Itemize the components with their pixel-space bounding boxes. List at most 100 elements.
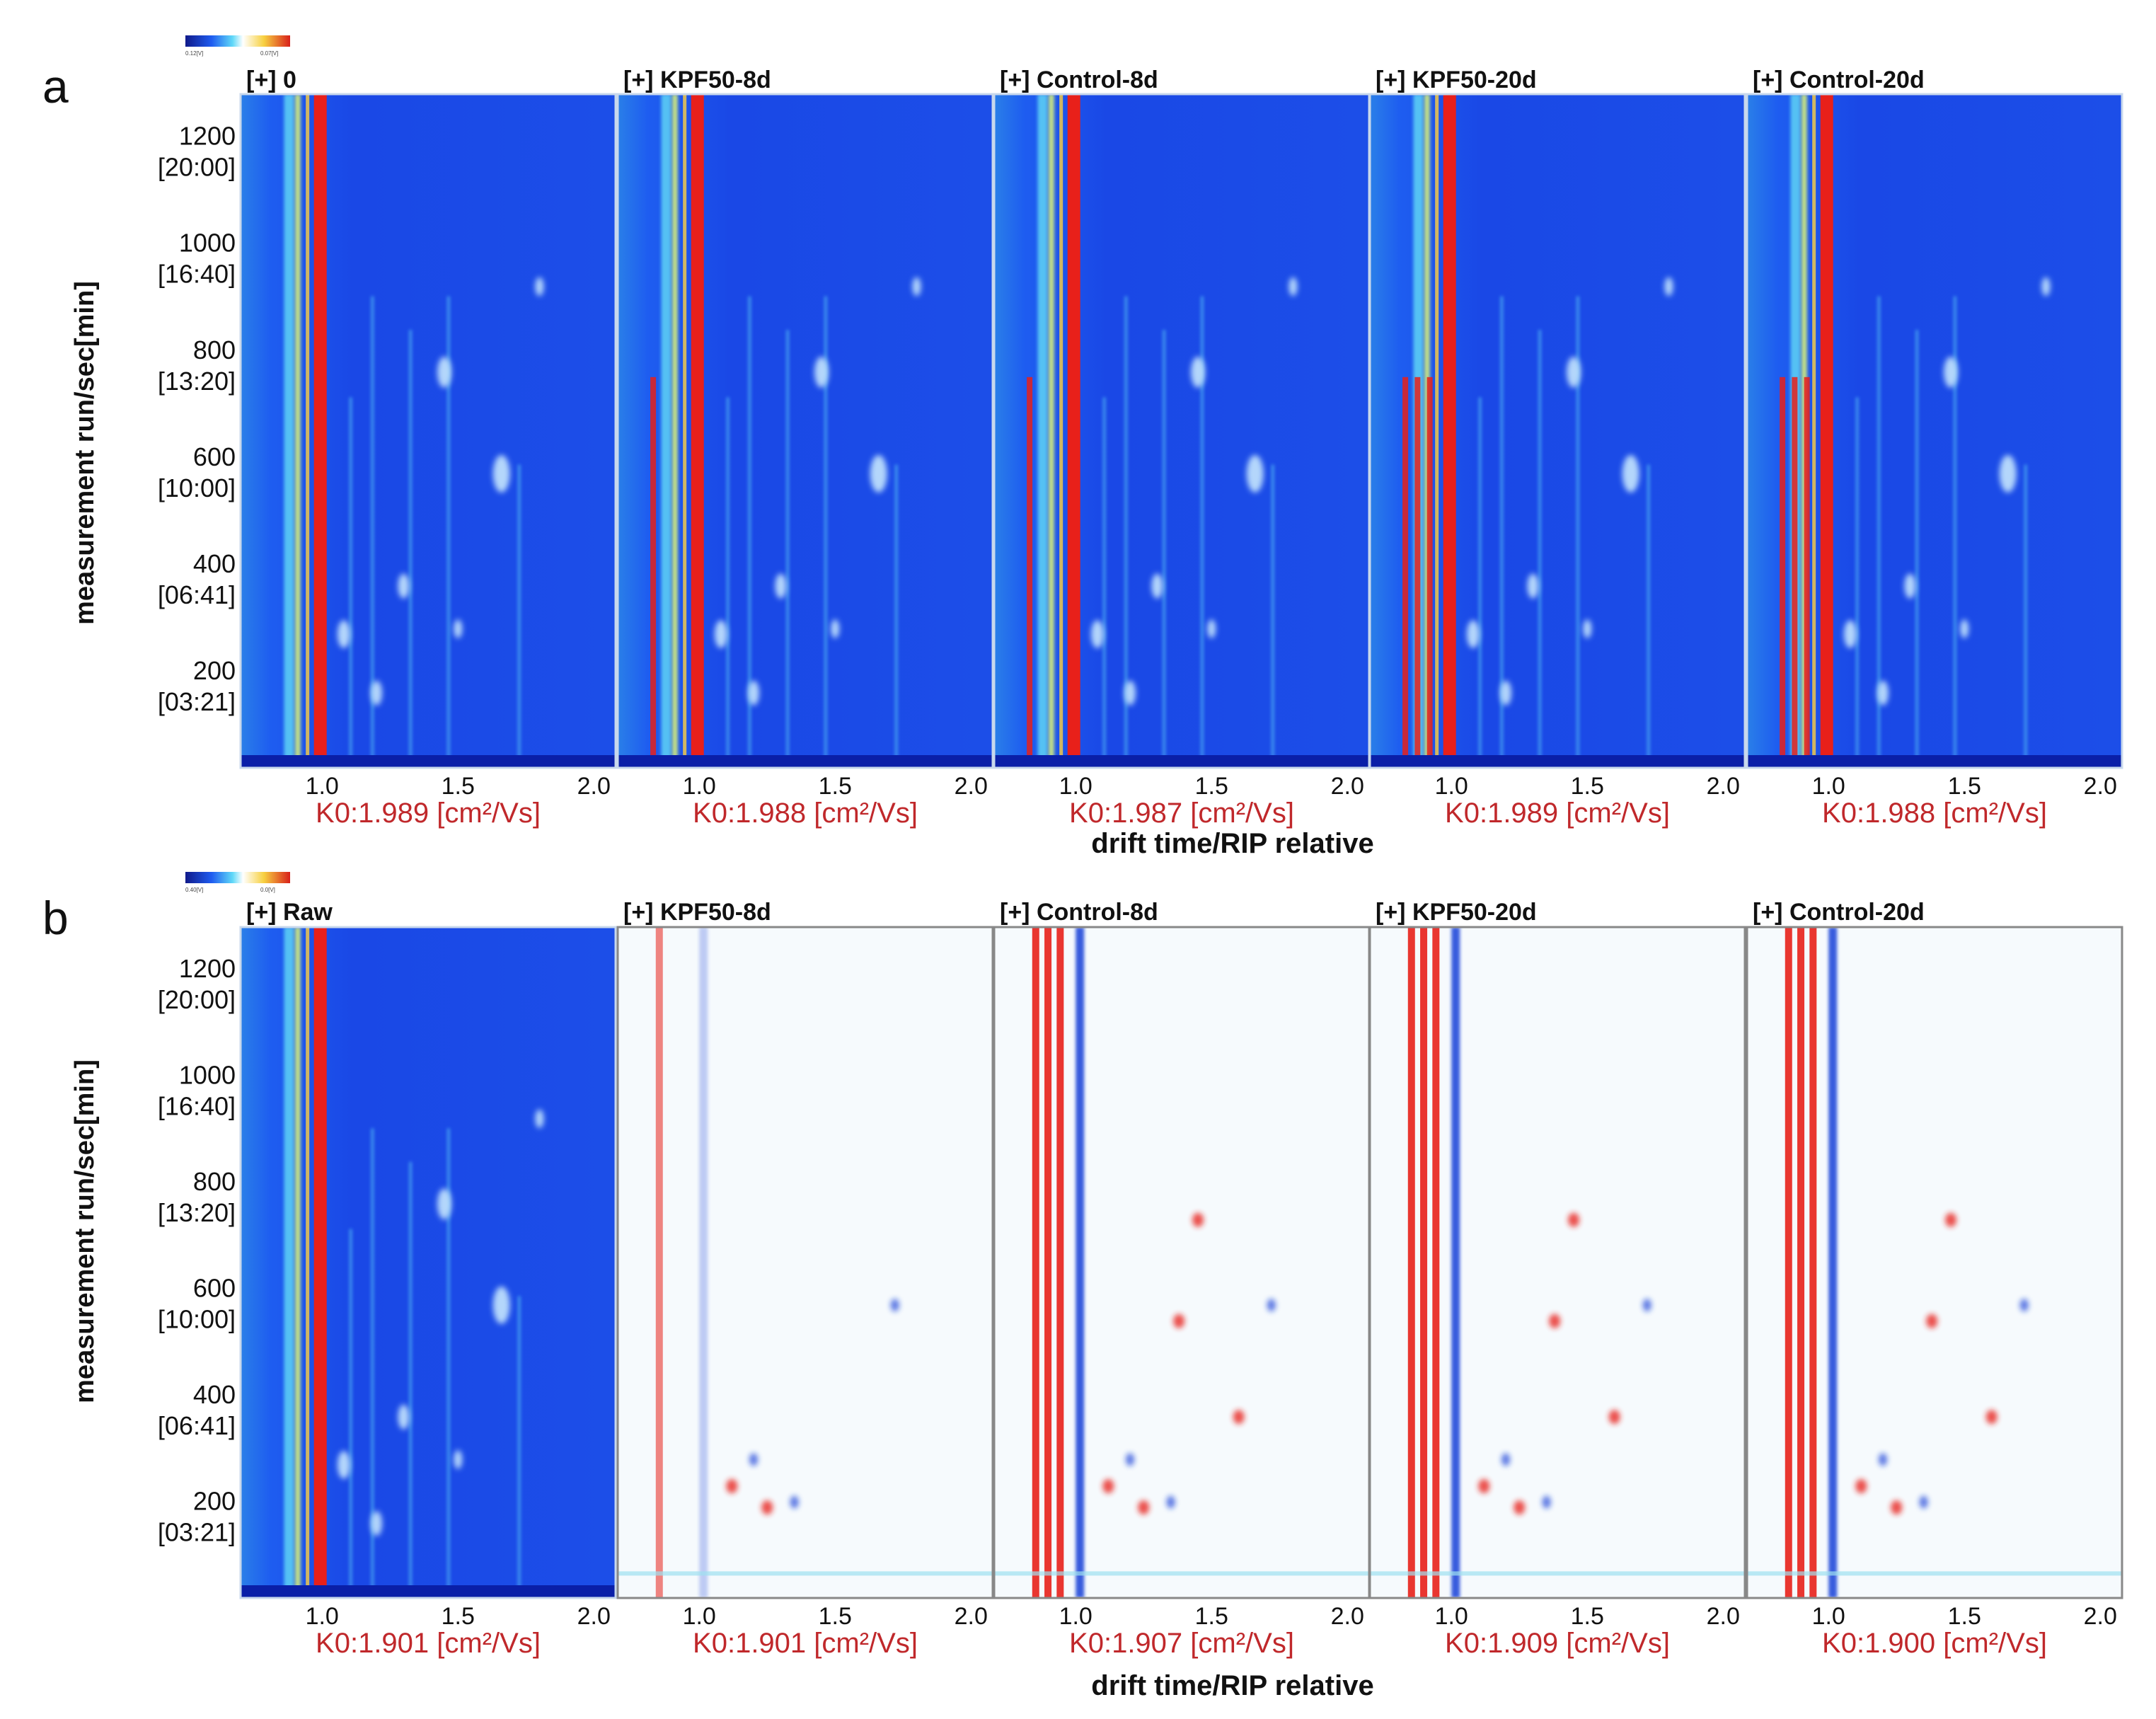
difference-streak-blue xyxy=(1076,927,1085,1598)
analyte-spot xyxy=(398,573,410,599)
difference-spot-red xyxy=(1608,1410,1620,1425)
y-tick-time: [16:40] xyxy=(158,1092,236,1121)
difference-spot-red xyxy=(726,1479,738,1493)
baseline-band xyxy=(618,755,993,768)
analyte-streak xyxy=(1102,397,1106,768)
analyte-spot xyxy=(437,1188,452,1220)
y-tick-time: [10:00] xyxy=(158,473,236,502)
y-tick-time: [06:41] xyxy=(158,1411,236,1440)
x-tick-label: 1.5 xyxy=(1571,1603,1604,1630)
rip-streak-red xyxy=(1820,94,1833,768)
analyte-streak xyxy=(446,1128,450,1598)
x-tick-label: 2.0 xyxy=(1707,1603,1740,1630)
y-tick-label: 200 xyxy=(193,656,236,685)
x-tick-label: 1.0 xyxy=(1435,1603,1468,1630)
difference-streak-red xyxy=(1420,927,1428,1598)
analyte-streak-red xyxy=(1402,376,1409,768)
heatmap-panel: [+] KPF50-20d 1.0 1.5 2.0 K0:1.909 [cm²/Vs] xyxy=(1368,899,1746,1659)
colorbar-label-max: 0.07[V] xyxy=(260,50,278,57)
rip-streak-orange xyxy=(1059,94,1063,768)
x-tick-label: 1.5 xyxy=(819,1603,852,1630)
figure-row-b: b 0.40[V] 0.0[V] measurement run/sec[min] 12… xyxy=(42,872,2123,1701)
difference-spot-red xyxy=(1568,1212,1580,1227)
x-tick-label: 1.5 xyxy=(1571,773,1604,800)
y-tick-time: [03:21] xyxy=(158,687,236,716)
analyte-streak-red xyxy=(1780,376,1786,768)
k0-value: K0:1.900 [cm²/Vs] xyxy=(1822,1628,2047,1659)
panel-title: [+] KPF50-8d xyxy=(623,899,771,926)
baseline-band xyxy=(1747,1571,2122,1576)
difference-spot-blue xyxy=(2019,1299,2029,1312)
difference-streak-red xyxy=(1797,927,1805,1598)
rip-streak-red xyxy=(313,927,327,1598)
analyte-spot xyxy=(1527,573,1539,599)
x-tick-label: 2.0 xyxy=(1331,773,1364,800)
difference-spot-red xyxy=(1233,1410,1245,1425)
y-tick-label: 400 xyxy=(193,1380,236,1409)
y-tick-label: 800 xyxy=(193,1167,236,1196)
panel-title: [+] Control-20d xyxy=(1753,899,1925,926)
y-tick-label: 600 xyxy=(193,442,236,471)
difference-spot-red xyxy=(1926,1313,1938,1328)
difference-streak-red xyxy=(1407,927,1415,1598)
analyte-streak-red xyxy=(1426,376,1433,768)
difference-spot-red xyxy=(1985,1410,1998,1425)
k0-value: K0:1.909 [cm²/Vs] xyxy=(1445,1628,1670,1659)
panel-frame xyxy=(1746,93,2123,769)
analyte-streak xyxy=(1478,397,1482,768)
panel-frame xyxy=(616,93,994,769)
baseline-band xyxy=(994,1571,1369,1576)
analyte-spot xyxy=(535,277,544,297)
x-tick-label: 1.0 xyxy=(1812,773,1845,800)
analyte-streak xyxy=(1124,296,1128,768)
k0-value: K0:1.989 [cm²/Vs] xyxy=(1445,798,1670,829)
colorbar-label-min: 0.12[V] xyxy=(185,50,203,57)
x-axis-label: drift time/RIP relative xyxy=(1091,1670,1373,1701)
x-tick-label: 1.0 xyxy=(1435,773,1468,800)
x-tick-label: 1.5 xyxy=(1948,1603,1981,1630)
heatmap-body xyxy=(1370,927,1745,1598)
y-tick-label: 1000 xyxy=(179,229,236,258)
heatmap-panel: [+] Control-20d 1.0 1.5 2.0 K0:1.900 [cm²/Vs… xyxy=(1746,899,2123,1659)
heatmap-panel: [+] Control-20d 1.0 1.5 2.0 K0:1.988 [cm²/Vs… xyxy=(1746,67,2123,829)
x-tick-label: 2.0 xyxy=(955,1603,988,1630)
heatmap-background xyxy=(241,94,616,768)
analyte-streak xyxy=(824,296,827,768)
analyte-streak-red xyxy=(1027,376,1033,768)
y-tick-label: 1200 xyxy=(179,954,236,983)
analyte-spot xyxy=(814,356,829,388)
x-tick-label: 1.0 xyxy=(306,773,339,800)
heatmap-background xyxy=(618,94,993,768)
analyte-spot xyxy=(1944,356,1959,388)
analyte-streak xyxy=(1953,296,1956,768)
difference-streak-red xyxy=(1044,927,1052,1598)
difference-spot-red xyxy=(761,1500,773,1515)
difference-spot-blue xyxy=(749,1453,759,1466)
difference-streak-blue xyxy=(1451,927,1460,1598)
y-axis-label: measurement run/sec[min] xyxy=(70,281,100,625)
analyte-streak xyxy=(371,1128,374,1598)
panel-frame xyxy=(616,926,994,1599)
analyte-streak-red xyxy=(1792,376,1798,768)
rip-streak-red xyxy=(691,94,704,768)
analyte-spot xyxy=(1500,680,1512,706)
baseline-band xyxy=(241,755,616,768)
difference-streak-blue xyxy=(1828,927,1838,1598)
panel-title: [+] KPF50-20d xyxy=(1376,899,1537,926)
panel-frame xyxy=(1368,926,1746,1599)
heatmap-body xyxy=(241,927,616,1598)
x-tick-label: 2.0 xyxy=(577,1603,611,1630)
rip-streak-red xyxy=(313,94,327,768)
rip-streak-orange xyxy=(306,94,310,768)
analyte-spot xyxy=(1999,455,2017,493)
heatmap-body xyxy=(994,94,1369,768)
x-tick-label: 1.0 xyxy=(1812,1603,1845,1630)
rip-streak-cyan xyxy=(284,927,294,1598)
heatmap-panel: [+] KPF50-8d 1.0 1.5 2.0 K0:1.988 [cm²/Vs] xyxy=(616,67,994,829)
y-tick-label: 200 xyxy=(193,1487,236,1516)
heatmap-panel: [+] Control-8d 1.0 1.5 2.0 K0:1.987 [cm²/Vs] xyxy=(993,67,1371,829)
difference-spot-blue xyxy=(1919,1495,1928,1509)
analyte-streak xyxy=(1576,296,1579,768)
panel-letter: a xyxy=(42,60,69,113)
